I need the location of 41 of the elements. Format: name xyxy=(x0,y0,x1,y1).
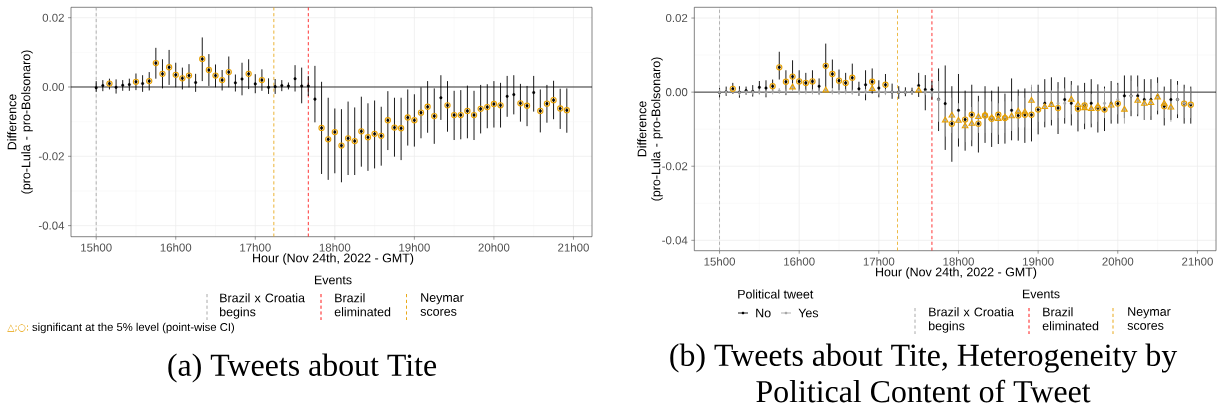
x-tick-label: 17h00 xyxy=(863,257,895,266)
y-tick-label: 0.00 xyxy=(665,88,688,97)
x-tick-label: 16h00 xyxy=(784,257,815,266)
legend-title: Events xyxy=(314,275,352,285)
y-tick-label: -0.02 xyxy=(38,152,64,161)
legend-label: Yes xyxy=(798,308,819,318)
x-tick-label: 15h00 xyxy=(704,257,736,266)
text: (a) Tweets about Tite xyxy=(168,353,437,383)
legend-title: Political tweet xyxy=(738,289,814,299)
x-tick-label: 16h00 xyxy=(160,243,192,252)
y-tick-label: 0.02 xyxy=(42,13,64,22)
legend-label: Brazil x Croatia begins xyxy=(929,307,1014,333)
y-tick-label: -0.04 xyxy=(38,221,65,230)
x-tick-label: 21h00 xyxy=(1182,257,1213,266)
legend-label: No xyxy=(756,308,771,318)
x-tick-label: 21h00 xyxy=(558,243,589,252)
x-tick-label: 20h00 xyxy=(1102,257,1134,266)
x-axis-title: Hour (Nov 24th, 2022 - GMT) xyxy=(253,253,414,265)
legend-label: Brazil eliminated xyxy=(1042,307,1099,331)
x-tick-label: 17h00 xyxy=(240,243,271,252)
text: significant at the 5% level (point-wise CI) xyxy=(32,322,235,334)
x-tick-label: 19h00 xyxy=(399,243,430,252)
x-tick-label: 15h00 xyxy=(81,243,112,252)
y-tick-label: -0.04 xyxy=(662,236,688,245)
text: △;○: xyxy=(7,324,29,332)
y-axis-title: Difference (pro-Lula - pro-Bolsonaro) xyxy=(637,57,663,201)
y-tick-label: -0.02 xyxy=(662,162,688,171)
y-axis-title: Difference (pro-Lula - pro-Bolsonaro) xyxy=(7,50,33,194)
legend-label: Brazil x Croatia begins xyxy=(220,293,305,319)
text: (b) Tweets about Tite, Heterogeneity by Political Content of Tweet xyxy=(670,343,1178,403)
legend-label: Neymar scores xyxy=(1127,307,1171,330)
x-tick-label: 18h00 xyxy=(943,257,974,266)
legend-label: Neymar scores xyxy=(420,293,464,316)
x-tick-label: 19h00 xyxy=(1023,257,1054,266)
x-axis-title: Hour (Nov 24th, 2022 - GMT) xyxy=(876,267,1037,279)
y-tick-label: 0.02 xyxy=(665,13,688,23)
y-tick-label: 0.00 xyxy=(42,82,65,92)
legend-label: Brazil eliminated xyxy=(334,293,391,317)
text: Events xyxy=(1022,289,1060,299)
x-tick-label: 20h00 xyxy=(478,243,510,252)
x-tick-label: 18h00 xyxy=(319,243,351,252)
